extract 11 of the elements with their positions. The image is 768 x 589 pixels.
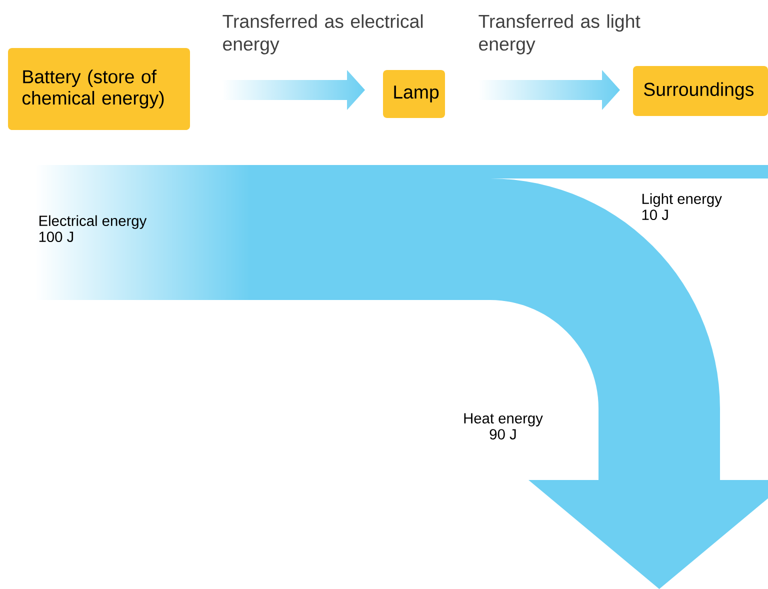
text: Transferred as light energy [478,14,640,54]
text: Transferred as electrical energy [222,14,423,54]
data-label: 90 J [490,429,516,440]
text: Surroundings [644,82,754,100]
text: Battery (store of chemical energy) [22,70,164,108]
category-label: Light energy [642,193,722,207]
data-label: 10 J [642,210,668,220]
category-label: Electrical energy [39,215,147,229]
category-label: Heat energy [464,413,543,426]
text: Lamp [394,86,439,102]
data-label: 100 J [39,232,74,242]
